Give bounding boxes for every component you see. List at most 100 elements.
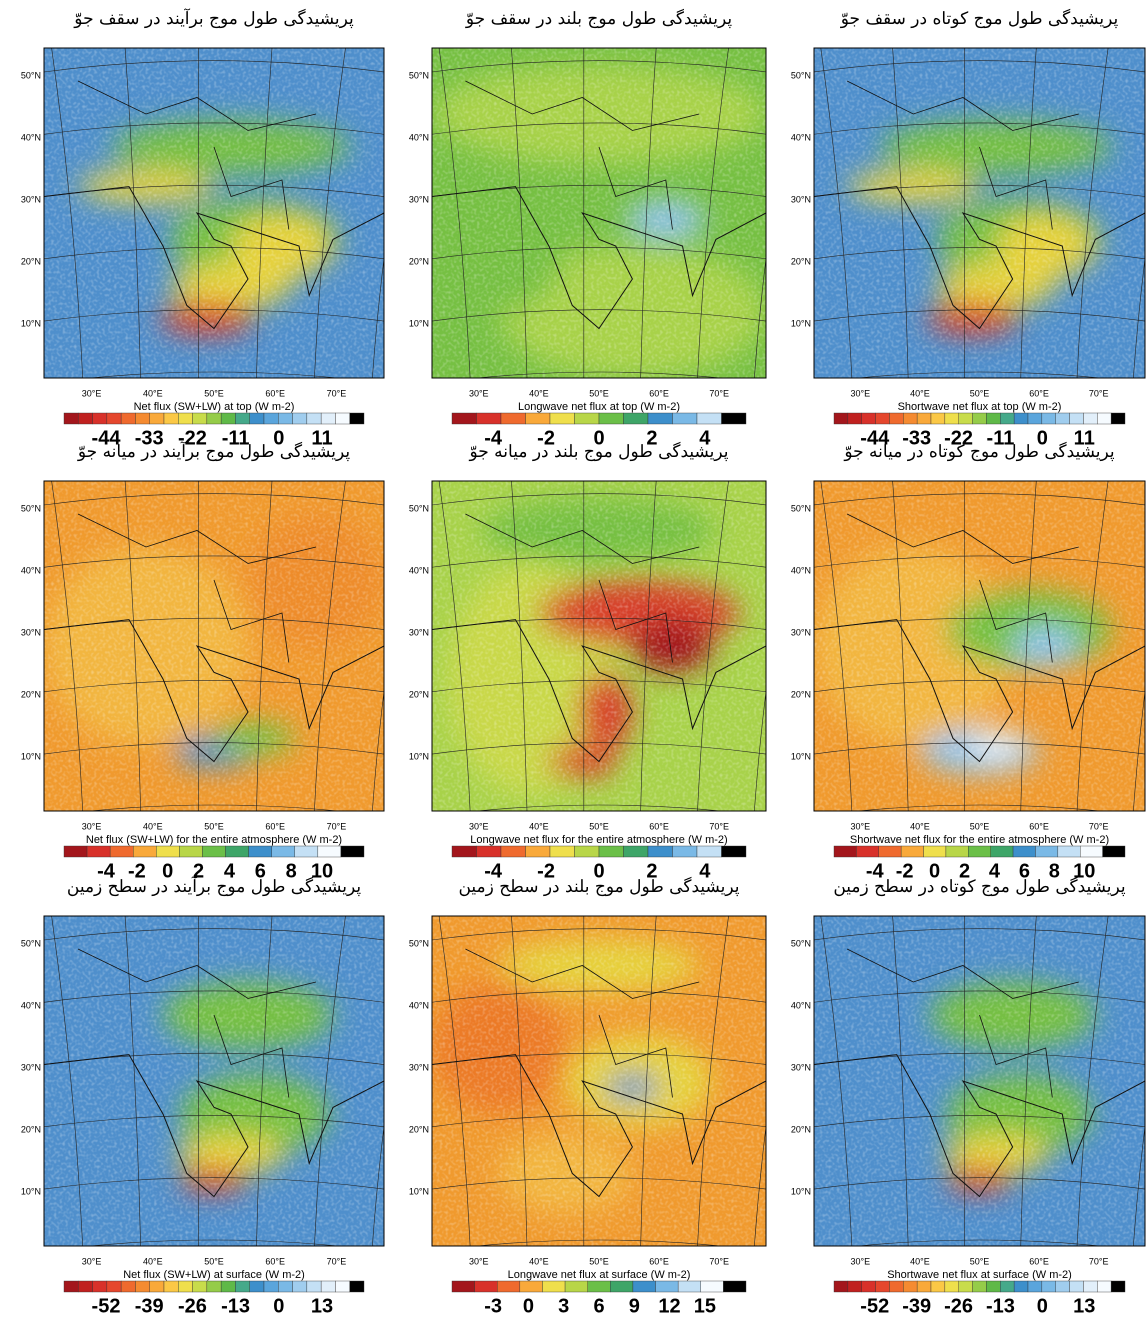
colorbar-label: -39 [902,1295,931,1317]
colorbar-swatch [878,845,902,858]
colorbar-swatch [903,1280,918,1293]
colorbar-swatch [156,845,180,858]
colorbar-swatch [696,412,722,425]
colorbar-swatch [206,1280,222,1293]
parallel [814,493,1145,506]
map-speckle [432,48,766,378]
colorbar-swatch [672,845,698,858]
colorbar-swatch [135,412,150,425]
colorbar-label: 9 [629,1295,640,1317]
colorbar-label: 0 [593,860,604,882]
lat-label: 40°N [791,132,811,142]
colorbar-label: 13 [311,1295,333,1317]
colorbar-swatch [135,1280,150,1293]
coastline [44,1054,384,1198]
colorbar-swatch [149,1280,165,1293]
colorbar-swatch [278,1280,293,1293]
meridian [511,916,528,1246]
colorbar-swatch [677,1280,701,1293]
colorbar-swatch [1097,412,1112,425]
parallel [814,990,1145,1003]
colorbar-swatch [1097,1280,1112,1293]
colorbar-swatch [1000,412,1015,425]
colorbar-swatch [235,412,250,425]
colorbar-swatch [958,1280,973,1293]
colorbar-swatch [106,412,122,425]
colorbar-swatch [986,1280,1001,1293]
meridian [124,48,141,378]
colorbar-label: -4 [97,860,116,882]
lon-label: 40°E [910,821,930,831]
lat-label: 50°N [791,70,811,80]
map-frame [43,480,385,812]
colorbar-label: -39 [135,1295,164,1317]
meridian [892,916,909,1246]
meridian [892,481,909,811]
meridian [51,916,83,1246]
parallel [44,555,384,568]
lon-label: 30°E [851,388,871,398]
meridian [820,916,853,1246]
colorbar-swatch [120,1280,136,1293]
meridian [511,481,528,811]
colorbar-swatch [1080,845,1103,858]
colorbar-swatch [149,412,165,425]
map-speckle [44,916,384,1246]
colorbar-label: 12 [658,1295,680,1317]
parallel [814,1115,1145,1128]
colorbar-swatch [292,1280,308,1293]
colorbar-label: -44 [92,427,122,449]
coastline [44,619,384,763]
coastline [44,186,384,330]
colorbar-swatch [968,845,991,858]
lat-label: 30°N [409,194,429,204]
lat-label: 50°N [21,938,41,948]
map [814,48,1145,378]
meridian [754,689,766,811]
parallel [814,680,1145,693]
lon-label: 40°E [143,821,163,831]
colorbar-swatch [1013,1280,1029,1293]
colorbar-swatch [655,1280,679,1293]
colorbar-swatch [500,845,526,858]
colorbar-swatch [317,845,342,858]
colorbar-swatch [930,1280,946,1293]
lon-label: 30°E [82,821,102,831]
lat-label: 20°N [791,689,811,699]
lat-label: 20°N [791,1124,811,1134]
lat-label: 50°N [21,503,41,513]
colorbar-label: 4 [989,860,1001,882]
border [846,513,1079,663]
colorbar-swatch [78,412,93,425]
lon-label: 50°E [970,388,990,398]
colorbar-label: 0 [593,427,604,449]
colorbar-swatch [1035,845,1059,858]
lat-label: 40°N [409,565,429,575]
lon-label: 30°E [82,388,102,398]
map-frame [43,47,385,379]
colorbar-swatch [178,412,193,425]
panel: پریشیدگی طول موج کوتاه در میانه جوّ 50°N 4… [791,441,1146,882]
meridian [438,481,471,811]
colorbar-swatch [133,845,157,858]
lon-label: 40°E [910,388,930,398]
colorbar-swatch [220,1280,236,1293]
lat-label: 10°N [791,751,811,761]
meridian [124,481,141,811]
colorbar-swatch [335,412,350,425]
colorbar-label: -22 [944,427,973,449]
colorbar-label: -2 [537,860,555,882]
lon-label: 60°E [1029,1256,1049,1266]
colorbar-swatch [721,412,747,425]
parallel [44,60,384,73]
meridian [124,916,141,1246]
colorbar-swatch [294,845,319,858]
parallel [44,1177,384,1190]
colorbar-label: -13 [221,1295,250,1317]
colorbar-swatch [163,1280,179,1293]
colorbar-swatch [1069,412,1084,425]
colorbar-label: 2 [646,427,657,449]
lon-label: 60°E [1029,388,1049,398]
meridian [372,256,384,378]
colorbar-label: -26 [944,1295,973,1317]
